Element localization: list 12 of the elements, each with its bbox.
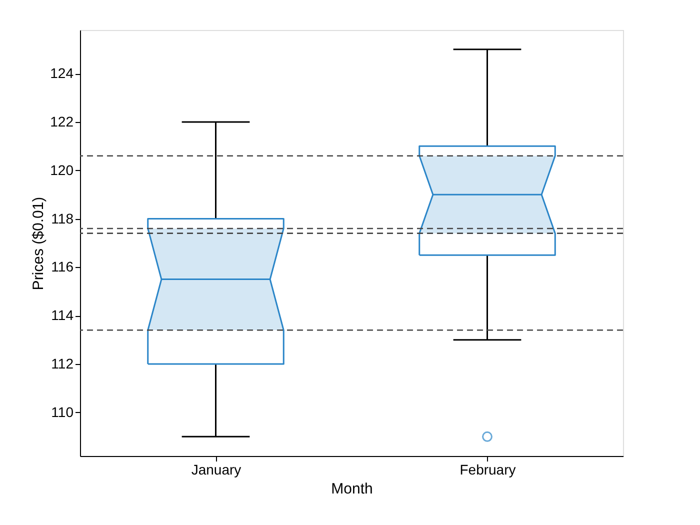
x-axis-title: Month (331, 480, 373, 498)
y-tick-label: 122 (50, 113, 74, 130)
y-tick-label: 124 (50, 65, 74, 82)
y-axis-title: Prices ($0.01) (30, 196, 48, 290)
y-tick-label: 112 (51, 356, 74, 372)
y-tick-label: 118 (51, 210, 74, 226)
x-tick-label: January (191, 462, 242, 478)
x-tick-label: February (460, 462, 516, 478)
y-tick-label: 116 (51, 258, 74, 275)
y-tick-label: 120 (50, 162, 74, 178)
y-tick-label: 114 (51, 307, 74, 324)
y-tick-label: 110 (51, 404, 74, 420)
